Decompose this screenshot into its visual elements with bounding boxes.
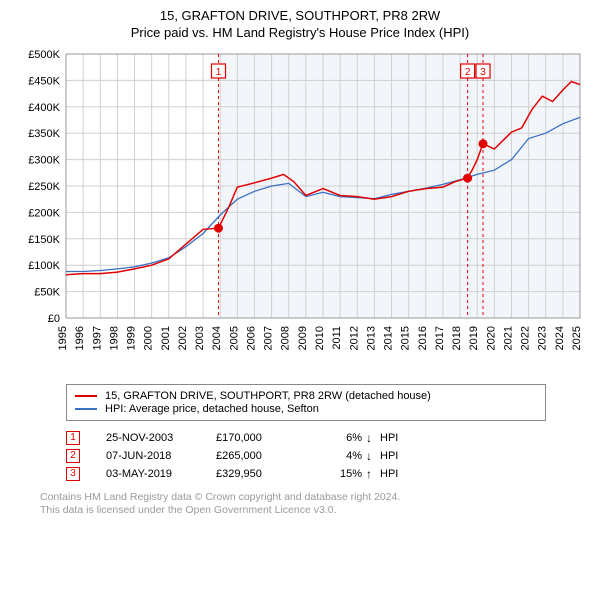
event-num: 3	[66, 467, 80, 481]
event-pct: 4%	[316, 450, 366, 462]
x-tick-label: 2002	[177, 326, 189, 350]
x-tick-label: 2013	[365, 326, 377, 350]
title-line-2: Price paid vs. HM Land Registry's House …	[10, 25, 590, 42]
x-tick-label: 2025	[571, 326, 583, 350]
footer-line-2: This data is licensed under the Open Gov…	[40, 504, 590, 518]
y-tick-label: £0	[48, 313, 60, 325]
event-date: 25-NOV-2003	[106, 432, 216, 444]
footer-line-1: Contains HM Land Registry data © Crown c…	[40, 491, 590, 505]
legend-label: 15, GRAFTON DRIVE, SOUTHPORT, PR8 2RW (d…	[105, 390, 431, 402]
event-row: 1 25-NOV-2003£170,0006%↓HPI	[66, 431, 546, 445]
event-dot	[463, 173, 472, 182]
line-chart-svg: £0 £50K £100K £150K £200K £250K £300K £350K £400…	[10, 48, 590, 378]
y-tick-label: £250K	[28, 181, 60, 193]
event-dot	[214, 224, 223, 233]
y-tick-label: £450K	[28, 75, 60, 87]
title-line-1: 15, GRAFTON DRIVE, SOUTHPORT, PR8 2RW	[10, 8, 590, 25]
arrow-icon: ↑	[366, 467, 380, 481]
x-tick-label: 2004	[211, 326, 223, 350]
event-row: 3 03-MAY-2019£329,95015%↑HPI	[66, 467, 546, 481]
x-tick-label: 1997	[91, 326, 103, 350]
x-tick-label: 2008	[280, 326, 292, 350]
x-tick-label: 1995	[57, 326, 69, 350]
x-tick-label: 2011	[331, 326, 343, 350]
x-tick-label: 2005	[228, 326, 240, 350]
event-marker-num: 2	[465, 67, 471, 78]
x-tick-label: 2010	[314, 326, 326, 350]
event-date: 07-JUN-2018	[106, 450, 216, 462]
event-price: £329,950	[216, 468, 316, 480]
chart-area: £0 £50K £100K £150K £200K £250K £300K £350K £400…	[10, 48, 590, 378]
y-tick-label: £500K	[28, 49, 60, 61]
arrow-icon: ↓	[366, 431, 380, 445]
x-tick-label: 2001	[160, 326, 172, 350]
x-tick-label: 2018	[451, 326, 463, 350]
x-tick-label: 2007	[263, 326, 275, 350]
legend: 15, GRAFTON DRIVE, SOUTHPORT, PR8 2RW (d…	[66, 384, 546, 421]
y-tick-label: £100K	[28, 260, 60, 272]
event-marker-num: 1	[216, 67, 222, 78]
y-tick-label: £350K	[28, 128, 60, 140]
x-tick-label: 2022	[520, 326, 532, 350]
x-tick-label: 2017	[434, 326, 446, 350]
x-tick-label: 2015	[400, 326, 412, 350]
x-tick-label: 1999	[126, 326, 138, 350]
x-tick-label: 2012	[348, 326, 360, 350]
event-price: £265,000	[216, 450, 316, 462]
x-tick-label: 2009	[297, 326, 309, 350]
y-tick-label: £150K	[28, 234, 60, 246]
event-num: 1	[66, 431, 80, 445]
y-tick-label: £400K	[28, 102, 60, 114]
y-tick-label: £200K	[28, 207, 60, 219]
event-hpi-label: HPI	[380, 450, 420, 462]
x-tick-label: 2020	[485, 326, 497, 350]
y-tick-label: £300K	[28, 154, 60, 166]
x-tick-label: 1996	[74, 326, 86, 350]
x-tick-label: 2021	[502, 326, 514, 350]
x-tick-label: 2003	[194, 326, 206, 350]
event-marker-num: 3	[480, 67, 486, 78]
x-tick-label: 2000	[143, 326, 155, 350]
x-tick-label: 2024	[554, 326, 566, 350]
event-row: 2 07-JUN-2018£265,0004%↓HPI	[66, 449, 546, 463]
title-block: 15, GRAFTON DRIVE, SOUTHPORT, PR8 2RW Pr…	[10, 8, 590, 42]
chart-container: 15, GRAFTON DRIVE, SOUTHPORT, PR8 2RW Pr…	[0, 0, 600, 528]
x-tick-label: 2006	[245, 326, 257, 350]
events-table: 125-NOV-2003£170,0006%↓HPI207-JUN-2018£2…	[66, 431, 546, 481]
legend-row: 15, GRAFTON DRIVE, SOUTHPORT, PR8 2RW (d…	[75, 390, 537, 402]
x-tick-label: 2019	[468, 326, 480, 350]
x-tick-label: 2016	[417, 326, 429, 350]
x-tick-label: 2023	[537, 326, 549, 350]
arrow-icon: ↓	[366, 449, 380, 463]
event-num: 2	[66, 449, 80, 463]
event-date: 03-MAY-2019	[106, 468, 216, 480]
event-pct: 15%	[316, 468, 366, 480]
footer-attribution: Contains HM Land Registry data © Crown c…	[40, 491, 590, 518]
x-tick-label: 2014	[383, 326, 395, 350]
event-price: £170,000	[216, 432, 316, 444]
legend-swatch	[75, 408, 97, 410]
legend-label: HPI: Average price, detached house, Seft…	[105, 403, 319, 415]
event-pct: 6%	[316, 432, 366, 444]
x-tick-label: 1998	[108, 326, 120, 350]
event-hpi-label: HPI	[380, 468, 420, 480]
event-hpi-label: HPI	[380, 432, 420, 444]
event-dot	[479, 139, 488, 148]
legend-swatch	[75, 395, 97, 397]
y-tick-label: £50K	[34, 286, 60, 298]
legend-row: HPI: Average price, detached house, Seft…	[75, 403, 537, 415]
